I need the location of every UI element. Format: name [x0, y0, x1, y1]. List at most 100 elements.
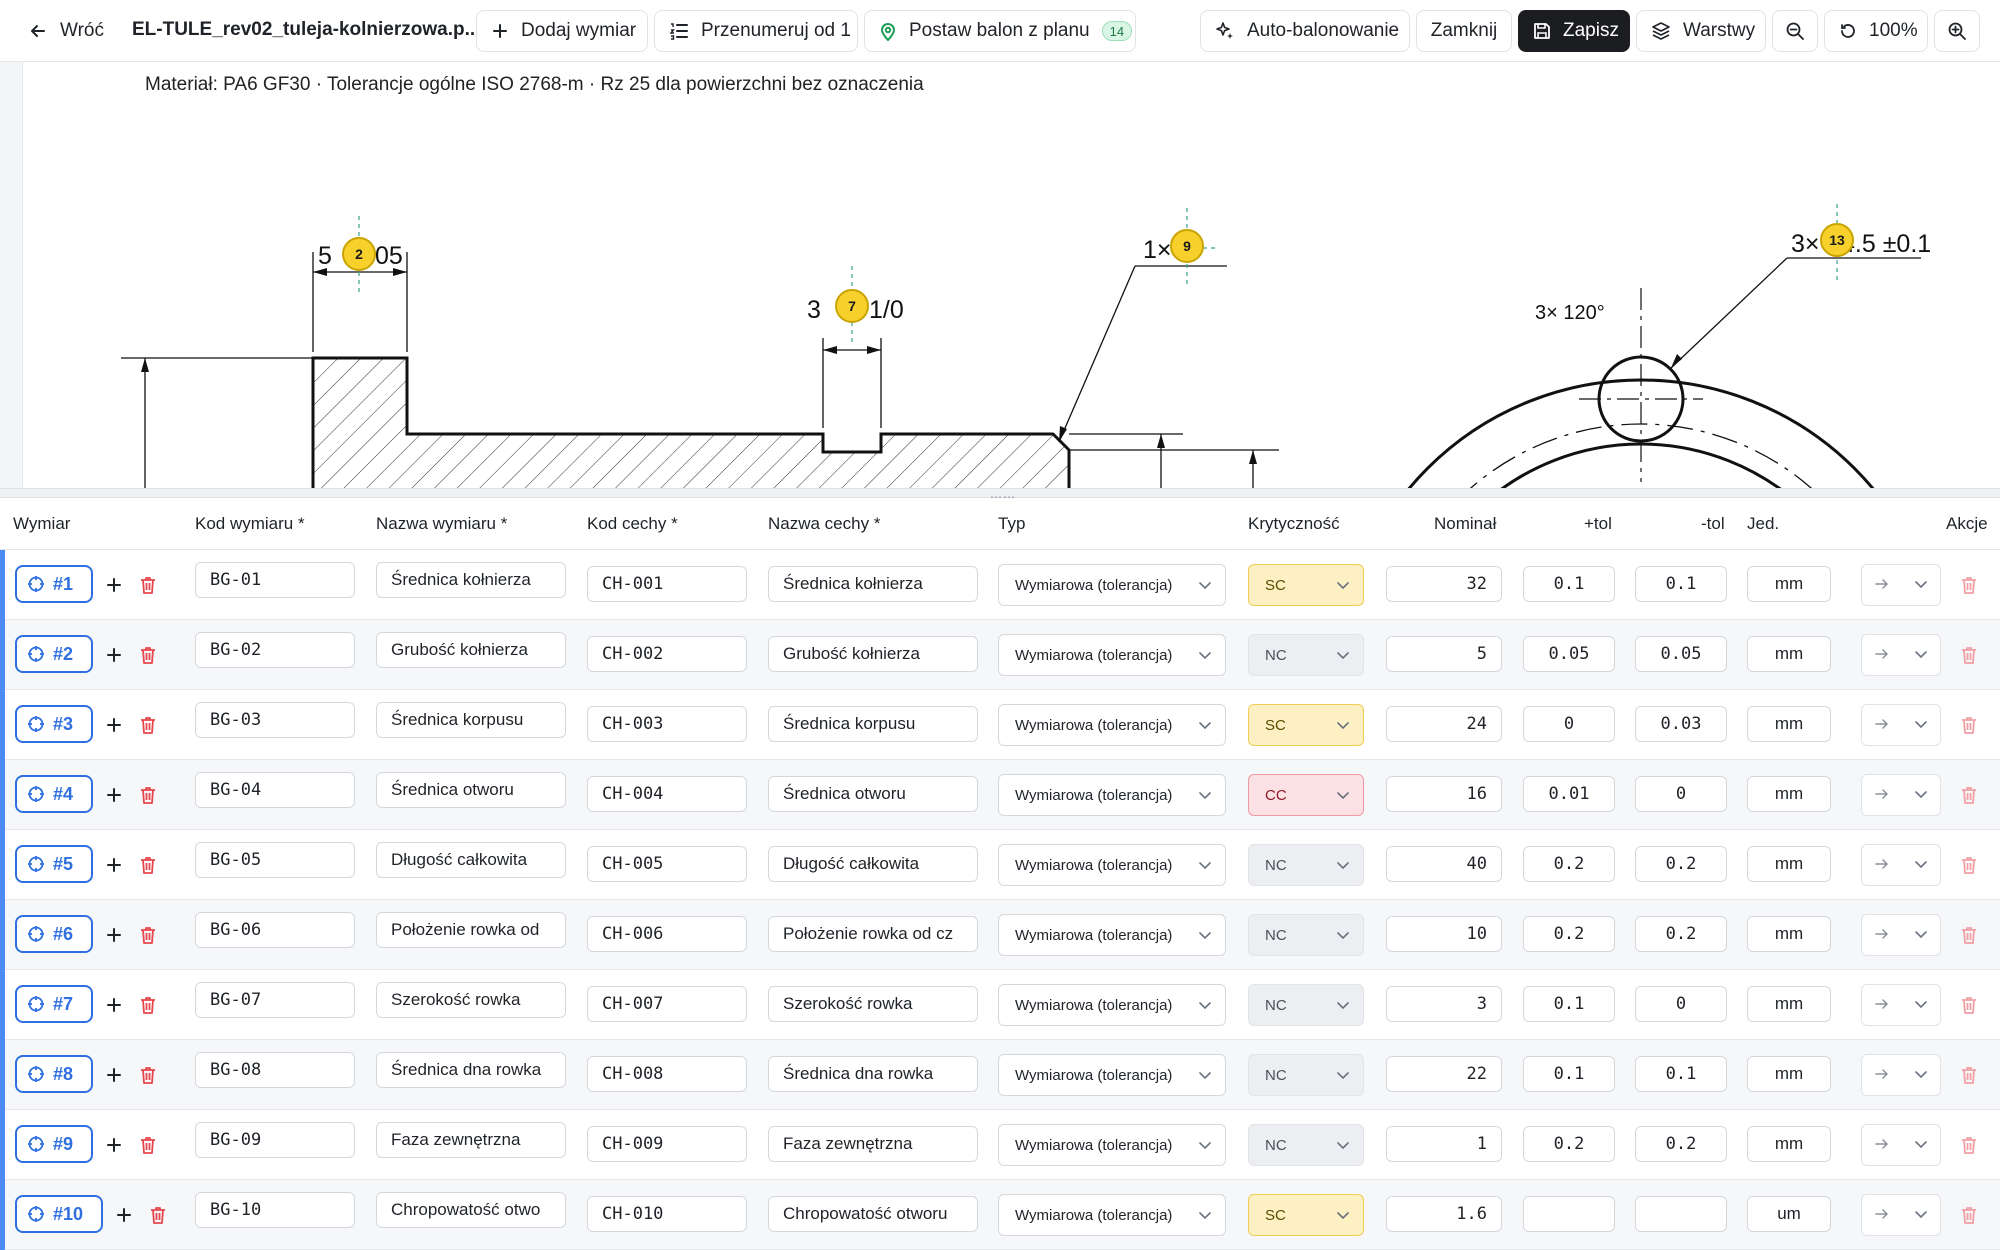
unit-input[interactable]: mm	[1747, 776, 1831, 812]
action-select[interactable]	[1861, 1194, 1941, 1236]
criticality-select[interactable]: NC	[1248, 1054, 1364, 1096]
minus-tol-input[interactable]: 0	[1635, 776, 1727, 812]
criticality-select[interactable]: SC	[1248, 704, 1364, 746]
balloon-13[interactable]: 13	[1820, 223, 1854, 257]
criticality-select[interactable]: NC	[1248, 634, 1364, 676]
nominal-input[interactable]: 22	[1386, 1056, 1502, 1092]
trash-icon[interactable]	[139, 1065, 157, 1090]
nominal-input[interactable]: 16	[1386, 776, 1502, 812]
feature-name-input[interactable]: Średnica kołnierza	[768, 566, 978, 602]
dimension-name-input[interactable]: Szerokość rowka	[376, 982, 566, 1018]
trash-icon[interactable]	[139, 1135, 157, 1160]
row-delete-icon[interactable]	[1960, 1135, 1978, 1160]
action-select[interactable]	[1861, 1054, 1941, 1096]
feature-code-input[interactable]: CH-004	[587, 776, 747, 812]
feature-name-input[interactable]: Grubość kołnierza	[768, 636, 978, 672]
action-select[interactable]	[1861, 1124, 1941, 1166]
type-select[interactable]: Wymiarowa (tolerancja)	[998, 914, 1226, 956]
unit-input[interactable]: um	[1747, 1196, 1831, 1232]
dimension-code-input[interactable]: BG-08	[195, 1052, 355, 1088]
locate-dimension-button[interactable]: #4	[15, 775, 93, 813]
minus-tol-input[interactable]: 0.1	[1635, 566, 1727, 602]
minus-tol-input[interactable]: 0.1	[1635, 1056, 1727, 1092]
row-delete-icon[interactable]	[1960, 1205, 1978, 1230]
panel-resize-handle[interactable]: ⋯⋯	[0, 488, 2000, 504]
dimension-code-input[interactable]: BG-02	[195, 632, 355, 668]
dimension-name-input[interactable]: Średnica otworu	[376, 772, 566, 808]
minus-tol-input[interactable]: 0.2	[1635, 1126, 1727, 1162]
unit-input[interactable]: mm	[1747, 706, 1831, 742]
type-select[interactable]: Wymiarowa (tolerancja)	[998, 634, 1226, 676]
feature-code-input[interactable]: CH-001	[587, 566, 747, 602]
nominal-input[interactable]: 1	[1386, 1126, 1502, 1162]
unit-input[interactable]: mm	[1747, 1126, 1831, 1162]
trash-icon[interactable]	[139, 645, 157, 670]
minus-tol-input[interactable]: 0.03	[1635, 706, 1727, 742]
nominal-input[interactable]: 24	[1386, 706, 1502, 742]
row-delete-icon[interactable]	[1960, 715, 1978, 740]
feature-code-input[interactable]: CH-005	[587, 846, 747, 882]
locate-dimension-button[interactable]: #10	[15, 1195, 103, 1233]
criticality-select[interactable]: SC	[1248, 1194, 1364, 1236]
row-delete-icon[interactable]	[1960, 925, 1978, 950]
row-delete-icon[interactable]	[1960, 1065, 1978, 1090]
plus-tol-input[interactable]: 0.01	[1523, 776, 1615, 812]
criticality-select[interactable]: NC	[1248, 844, 1364, 886]
feature-name-input[interactable]: Długość całkowita	[768, 846, 978, 882]
save-button[interactable]: Zapisz	[1518, 10, 1630, 52]
type-select[interactable]: Wymiarowa (tolerancja)	[998, 1194, 1226, 1236]
unit-input[interactable]: mm	[1747, 916, 1831, 952]
locate-dimension-button[interactable]: #9	[15, 1125, 93, 1163]
minus-tol-input[interactable]	[1635, 1196, 1727, 1232]
action-select[interactable]	[1861, 634, 1941, 676]
feature-name-input[interactable]: Średnica korpusu	[768, 706, 978, 742]
action-select[interactable]	[1861, 914, 1941, 956]
criticality-select[interactable]: NC	[1248, 914, 1364, 956]
row-delete-icon[interactable]	[1960, 575, 1978, 600]
feature-code-input[interactable]: CH-010	[587, 1196, 747, 1232]
trash-icon[interactable]	[139, 715, 157, 740]
criticality-select[interactable]: NC	[1248, 1124, 1364, 1166]
minus-tol-input[interactable]: 0.05	[1635, 636, 1727, 672]
row-delete-icon[interactable]	[1960, 645, 1978, 670]
feature-code-input[interactable]: CH-008	[587, 1056, 747, 1092]
feature-code-input[interactable]: CH-009	[587, 1126, 747, 1162]
plus-icon[interactable]	[105, 576, 123, 599]
nominal-input[interactable]: 3	[1386, 986, 1502, 1022]
nominal-input[interactable]: 1.6	[1386, 1196, 1502, 1232]
place-balloon-button[interactable]: Postaw balon z planu 14	[864, 10, 1136, 52]
minus-tol-input[interactable]: 0.2	[1635, 846, 1727, 882]
plus-tol-input[interactable]: 0.05	[1523, 636, 1615, 672]
unit-input[interactable]: mm	[1747, 846, 1831, 882]
plus-tol-input[interactable]	[1523, 1196, 1615, 1232]
feature-name-input[interactable]: Faza zewnętrzna	[768, 1126, 978, 1162]
trash-icon[interactable]	[139, 785, 157, 810]
trash-icon[interactable]	[139, 855, 157, 880]
action-select[interactable]	[1861, 844, 1941, 886]
type-select[interactable]: Wymiarowa (tolerancja)	[998, 1054, 1226, 1096]
plus-tol-input[interactable]: 0.1	[1523, 1056, 1615, 1092]
balloon-2[interactable]: 2	[342, 237, 376, 271]
locate-dimension-button[interactable]: #6	[15, 915, 93, 953]
type-select[interactable]: Wymiarowa (tolerancja)	[998, 844, 1226, 886]
dimension-code-input[interactable]: BG-05	[195, 842, 355, 878]
feature-name-input[interactable]: Średnica dna rowka	[768, 1056, 978, 1092]
plus-tol-input[interactable]: 0.2	[1523, 916, 1615, 952]
balloon-7[interactable]: 7	[835, 289, 869, 323]
trash-icon[interactable]	[149, 1205, 167, 1230]
plus-icon[interactable]	[105, 996, 123, 1019]
plus-icon[interactable]	[105, 1136, 123, 1159]
auto-balloon-button[interactable]: Auto-balonowanie	[1200, 10, 1410, 52]
row-delete-icon[interactable]	[1960, 995, 1978, 1020]
type-select[interactable]: Wymiarowa (tolerancja)	[998, 1124, 1226, 1166]
nominal-input[interactable]: 40	[1386, 846, 1502, 882]
locate-dimension-button[interactable]: #2	[15, 635, 93, 673]
plus-tol-input[interactable]: 0.2	[1523, 846, 1615, 882]
dimension-name-input[interactable]: Średnica kołnierza	[376, 562, 566, 598]
locate-dimension-button[interactable]: #7	[15, 985, 93, 1023]
action-select[interactable]	[1861, 984, 1941, 1026]
trash-icon[interactable]	[139, 995, 157, 1020]
dimension-name-input[interactable]: Średnica korpusu	[376, 702, 566, 738]
action-select[interactable]	[1861, 704, 1941, 746]
criticality-select[interactable]: CC	[1248, 774, 1364, 816]
